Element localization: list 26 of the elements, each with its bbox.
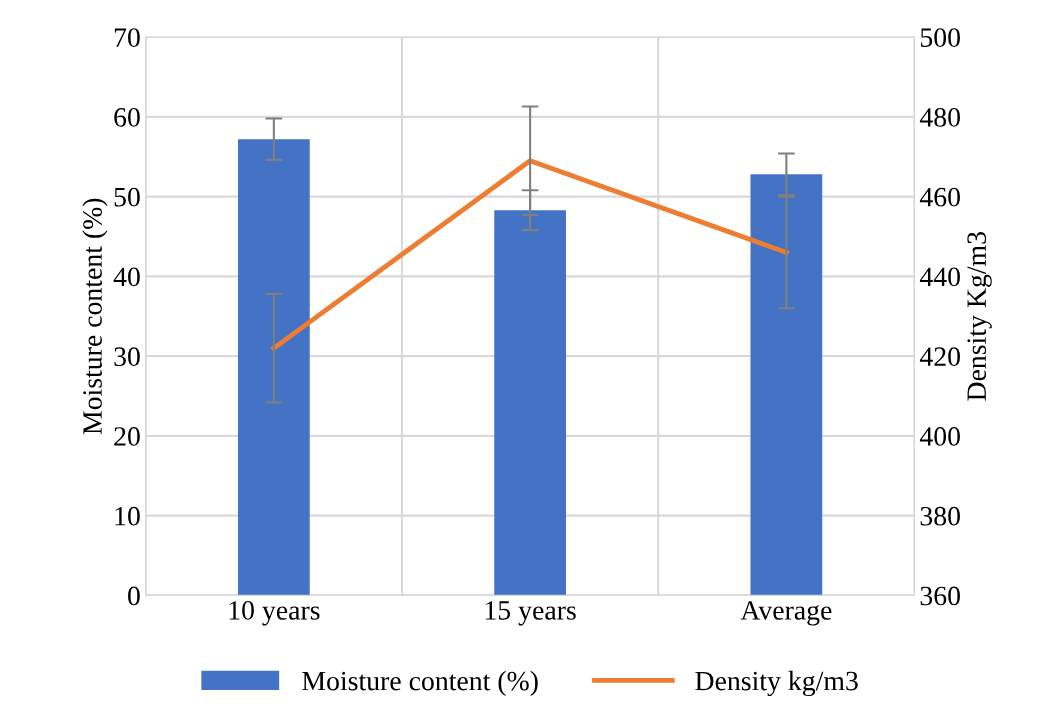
y-tick-label: 50	[114, 187, 140, 207]
x-tick-label: 15 years	[485, 601, 576, 626]
y-tick-label: 10	[115, 506, 140, 526]
y2-tick-label: 380	[920, 506, 960, 526]
y2-tick-label: 460	[919, 187, 960, 207]
legend-label: Density kg/m3	[695, 670, 858, 697]
y2-tick-label: 500	[920, 28, 960, 47]
y2-tick-label: 360	[920, 586, 960, 606]
y-tick-label: 0	[128, 586, 140, 606]
y2-tick-label: 400	[919, 427, 960, 446]
legend-label: Moisture content (%)	[302, 670, 538, 697]
y-tick-label: 70	[114, 28, 140, 47]
y2-tick-label: 440	[919, 267, 960, 287]
y2-tick-label: 480	[919, 108, 960, 127]
x-tick-label: 10 years	[229, 601, 320, 626]
y-tick-label: 40	[113, 267, 140, 287]
y2-tick-label: 420	[919, 347, 960, 367]
y2-axis-title: Density Kg/m3	[967, 232, 992, 401]
y-tick-label: 30	[114, 347, 140, 367]
bar	[750, 174, 823, 596]
bar	[494, 210, 566, 596]
y-axis-title: Moisture content (%)	[82, 198, 108, 435]
y-tick-label: 20	[114, 427, 140, 446]
bar	[237, 139, 310, 596]
x-tick-label: Average	[740, 601, 832, 626]
y-tick-label: 60	[114, 108, 140, 127]
